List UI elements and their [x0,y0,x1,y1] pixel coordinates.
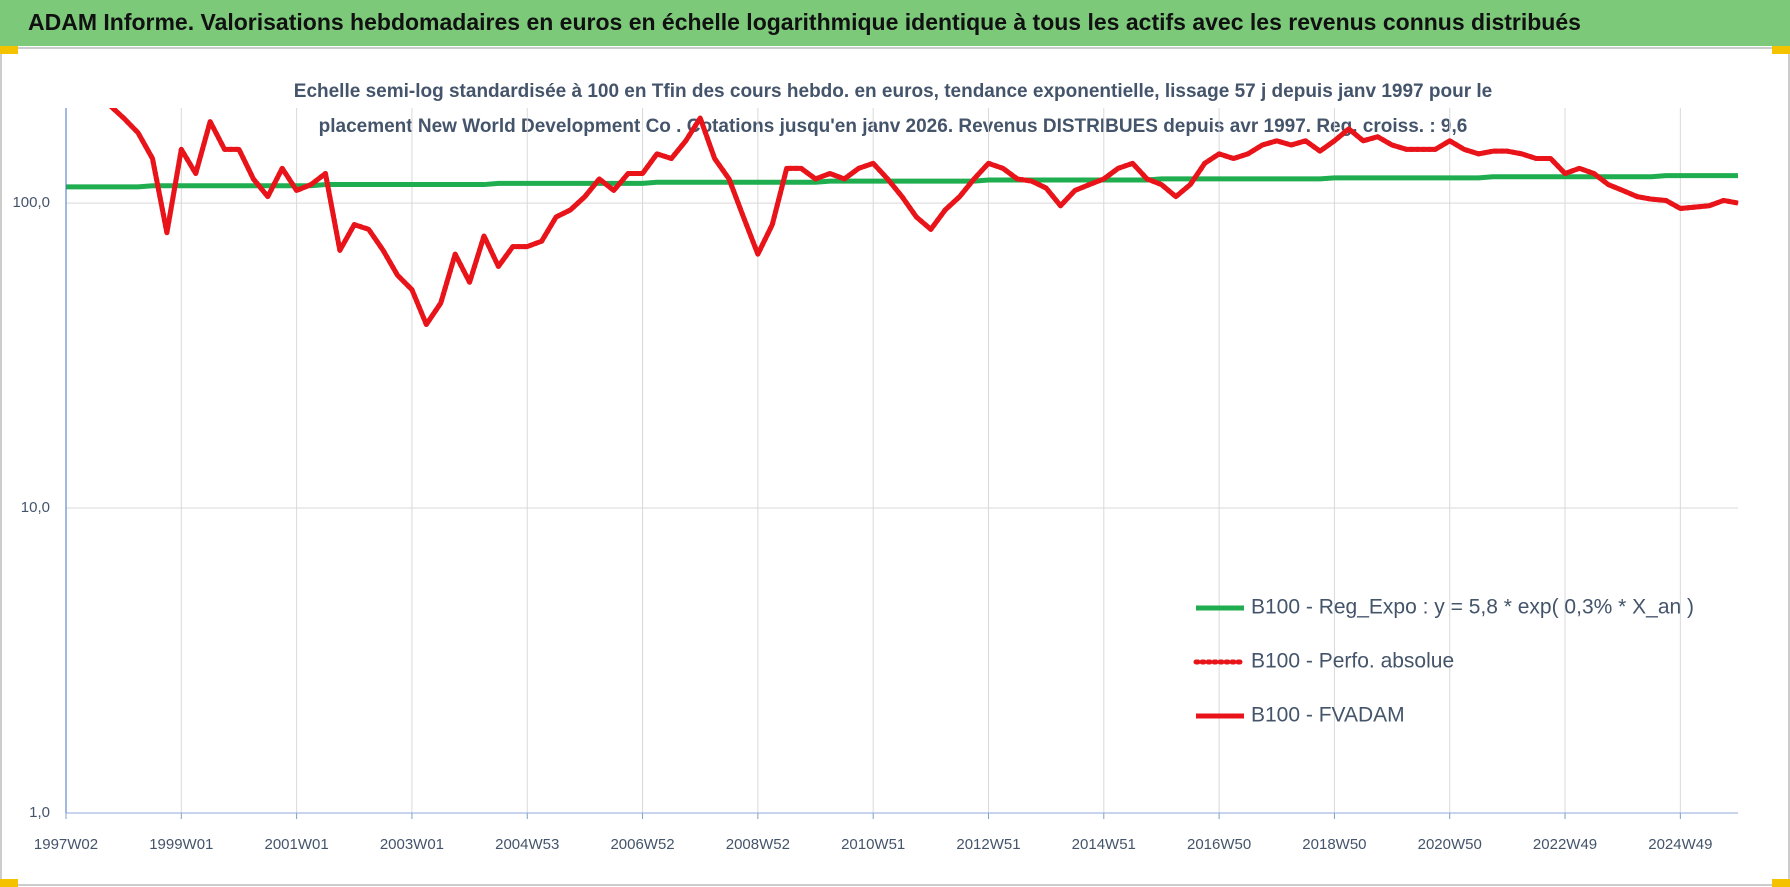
series-line [109,108,1739,327]
legend-label: B100 - FVADAM [1251,704,1405,727]
y-tick-label: 100,0 [12,194,50,211]
frame [0,47,1790,886]
x-tick-label: 2003W01 [380,836,444,853]
chart-subtitle: Echelle semi-log standardisée à 100 en T… [294,81,1492,102]
x-tick-label: 2016W50 [1187,836,1251,853]
x-tick-label: 2024W49 [1648,836,1712,853]
x-tick-label: 1997W02 [34,836,98,853]
x-tick-label: 2006W52 [610,836,674,853]
plot-area [66,108,1740,327]
axes: 1,0 10,0 100,0 1997W02 1999W01 2001W01 2003W01… [12,108,1738,853]
x-tick-label: 2012W51 [956,836,1020,853]
chart-subtitle: placement New World Development Co . Cot… [319,116,1468,137]
x-tick-label: 2004W53 [495,836,559,853]
x-tick-label: 2010W51 [841,836,905,853]
corner [0,879,18,887]
corner [0,46,18,54]
header-bar [0,0,1790,46]
legend: B100 - Reg_Expo : y = 5,8 * exp( 0,3% * … [1193,596,1694,727]
x-tick-label: 2014W51 [1072,836,1136,853]
y-tick-label: 10,0 [21,499,50,516]
corner [1772,879,1790,887]
x-tick-label: 1999W01 [149,836,213,853]
x-tick-label: 2001W01 [265,836,329,853]
page-title: ADAM Informe. Valorisations hebdomadaire… [28,9,1581,35]
x-tick-label: 2018W50 [1302,836,1366,853]
series-line [66,173,1738,190]
x-tick-label: 2008W52 [726,836,790,853]
x-tick-label: 2020W50 [1418,836,1482,853]
legend-label: B100 - Perfo. absolue [1251,650,1454,673]
y-tick-label: 1,0 [29,804,50,821]
corner [1772,46,1790,54]
legend-label: B100 - Reg_Expo : y = 5,8 * exp( 0,3% * … [1251,596,1694,619]
x-tick-label: 2022W49 [1533,836,1597,853]
